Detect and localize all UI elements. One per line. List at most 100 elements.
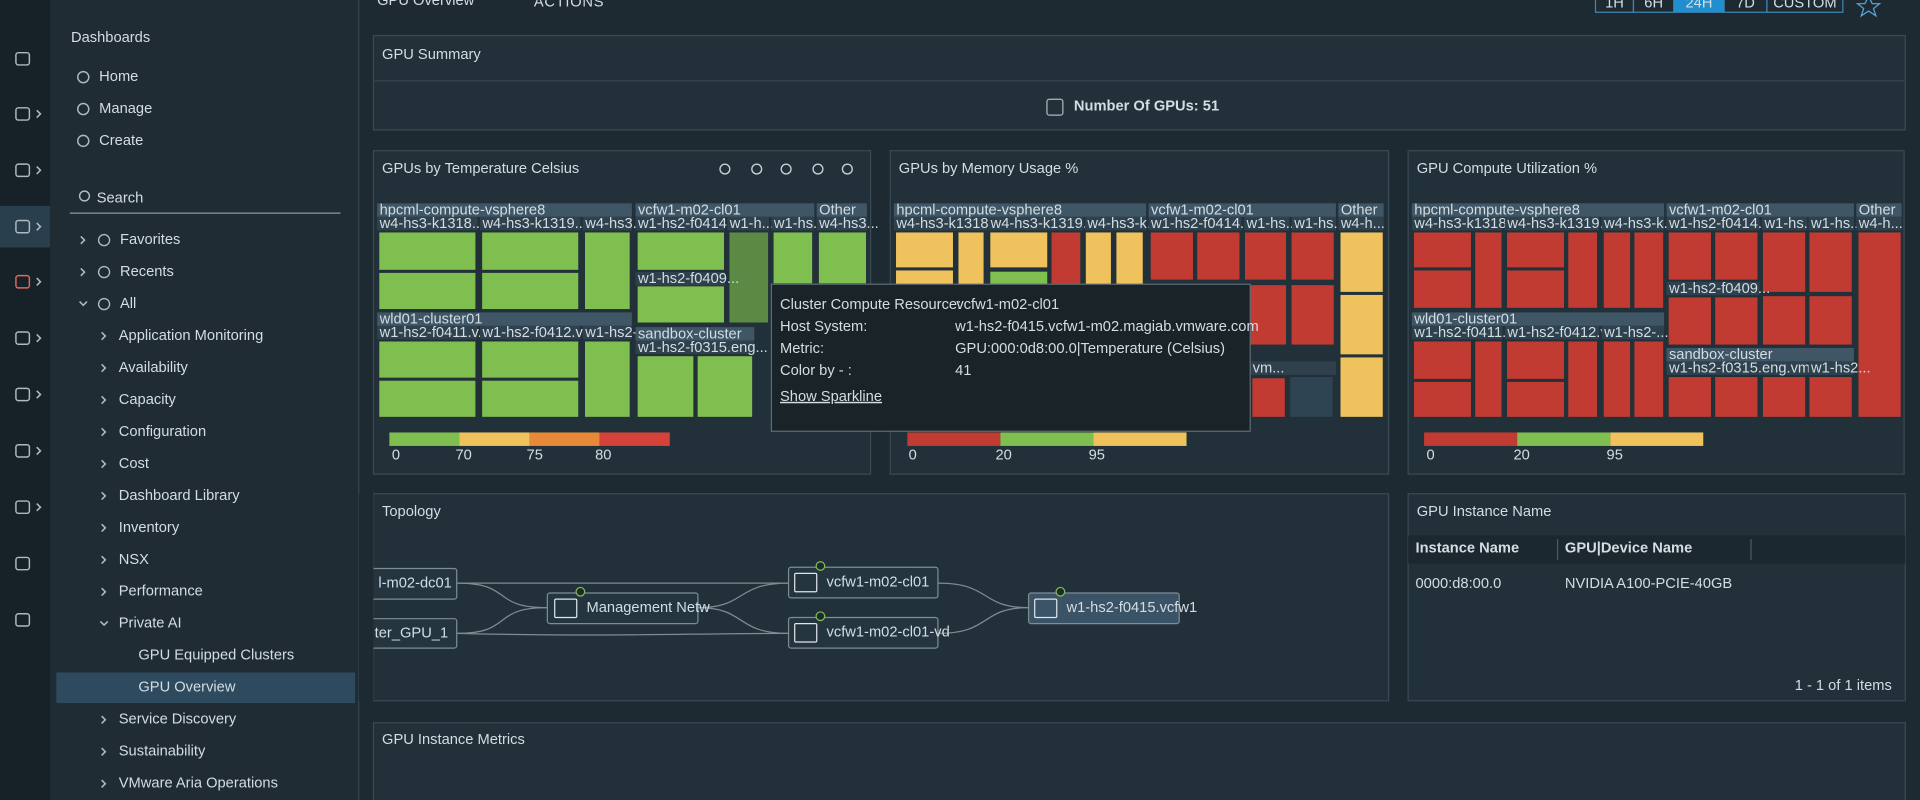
treemap-cell <box>1250 376 1287 419</box>
topology-node-label[interactable]: Management Netw <box>587 600 711 616</box>
treemap-cell <box>480 339 581 380</box>
chevron <box>101 395 107 405</box>
tree-item[interactable]: Dashboard Library <box>119 488 240 504</box>
rail-icon[interactable] <box>15 274 31 289</box>
toolbar-icon[interactable] <box>751 163 763 175</box>
tooltip-value[interactable]: GPU:000:0d8:00.0|Temperature (Celsius) <box>955 341 1225 357</box>
tree-item[interactable]: All <box>120 296 136 312</box>
topology-node-label[interactable]: vcfw1-m02-cl01-vd <box>827 625 950 641</box>
treemap-node-label: w1-hs2-f0409... <box>1668 281 1770 297</box>
toolbar-icon[interactable] <box>812 163 824 175</box>
chevron <box>36 222 42 231</box>
tree-item[interactable]: Recents <box>120 264 174 280</box>
tooltip <box>770 283 1251 432</box>
panel-clip <box>358 493 374 701</box>
treemap-label-band <box>1856 216 1902 231</box>
treemap-node-label: w1-hs2-... <box>584 325 649 341</box>
topology-node-label[interactable]: w1-hs2-f0415.vcfw1 <box>1066 600 1198 616</box>
toolbar-icon[interactable] <box>780 163 792 175</box>
treemap-cell <box>817 230 868 286</box>
topology-node-label[interactable]: ter_GPU_1 <box>375 625 448 641</box>
range-label[interactable]: 6H <box>1644 0 1663 12</box>
rail-icon[interactable] <box>15 613 31 627</box>
tree-item[interactable]: Sustainability <box>119 744 206 760</box>
chevron <box>101 459 107 469</box>
tree-item[interactable]: GPU Equipped Clusters <box>138 648 294 664</box>
treemap-label-band <box>1601 325 1665 340</box>
tree-item[interactable]: Performance <box>119 584 203 600</box>
treemap-cell <box>1505 380 1566 419</box>
nav-item[interactable]: Create <box>99 133 143 149</box>
tree-item[interactable]: VMware Aria Operations <box>119 776 278 792</box>
rail-icon[interactable] <box>15 51 31 66</box>
tree-item[interactable]: Configuration <box>119 424 206 440</box>
rail-icon[interactable] <box>15 556 31 571</box>
panel-title: GPU Compute Utilization % <box>1417 161 1597 177</box>
rail-icon[interactable] <box>15 219 31 234</box>
chevron <box>36 166 42 175</box>
tree-item[interactable]: Application Monitoring <box>119 328 263 344</box>
rail-icon[interactable] <box>15 387 31 402</box>
tree-item[interactable]: GPU Overview <box>138 680 235 696</box>
tree-item[interactable]: Capacity <box>119 392 177 408</box>
range-label[interactable]: 24H <box>1686 0 1713 12</box>
legend-swatch <box>529 432 600 446</box>
search-placeholder[interactable]: Search <box>97 190 144 206</box>
tree-item[interactable]: Service Discovery <box>119 712 237 728</box>
topology-node[interactable] <box>1027 592 1180 625</box>
treemap-cell <box>1412 268 1473 310</box>
legend-tick: 95 <box>1089 448 1105 464</box>
topology-node-label[interactable]: vcfw1-m02-cl01 <box>827 574 930 590</box>
page-title: GPU Overview <box>377 0 474 9</box>
table-header <box>1408 535 1906 564</box>
rail-icon[interactable] <box>15 163 31 178</box>
tree-item[interactable]: Inventory <box>119 520 180 536</box>
topology-node[interactable] <box>787 616 939 649</box>
column-header: Instance Name <box>1416 541 1520 557</box>
tree-item[interactable]: NSX <box>119 552 149 568</box>
treemap-cell <box>1761 375 1808 419</box>
node-status <box>815 611 826 622</box>
topology-node[interactable] <box>787 566 939 599</box>
rail-icon[interactable] <box>15 443 31 458</box>
legend-tick: 0 <box>392 448 400 464</box>
tree-item[interactable]: Cost <box>119 456 149 472</box>
treemap-node-label: w1-hs2... <box>1810 361 1871 377</box>
toolbar-icon[interactable] <box>719 163 731 175</box>
range-label[interactable]: CUSTOM <box>1773 0 1836 12</box>
nav-item[interactable]: Home <box>99 69 138 85</box>
chevron <box>36 109 42 119</box>
treemap-group-label: hpcml-compute-vsphere8 <box>896 203 1062 219</box>
tooltip-value[interactable]: vcfw1-m02-cl01 <box>956 297 1059 313</box>
legend-swatch <box>1093 432 1187 446</box>
legend-tick: 95 <box>1607 448 1623 464</box>
treemap-node-label: w1-hs2-f0315.eng.vm... <box>1668 361 1822 377</box>
nav-item[interactable]: Manage <box>99 101 152 117</box>
tree-item[interactable]: Availability <box>119 360 189 376</box>
treemap-label-band <box>1808 216 1854 231</box>
tooltip-value[interactable]: w1-hs2-f0415.vcfw1-m02.magiab.vmware.com <box>954 319 1259 335</box>
topology-node[interactable] <box>546 592 699 625</box>
treemap-label-band <box>988 216 1084 231</box>
treemap-cell <box>377 271 478 311</box>
treemap-cell <box>1338 293 1385 357</box>
treemap-node-label: w4-hs3-k... <box>1603 216 1676 232</box>
rail-icon[interactable] <box>15 107 31 121</box>
panel-title: GPU Instance Metrics <box>382 732 525 748</box>
rail-active <box>0 205 51 248</box>
tooltip-link[interactable]: Show Sparkline <box>780 389 882 405</box>
range-label[interactable]: 1H <box>1605 0 1624 12</box>
tree-icon <box>97 297 111 311</box>
rail-icon[interactable] <box>15 500 31 515</box>
actions-menu[interactable]: ACTIONS <box>534 0 604 10</box>
favorite-star[interactable] <box>1855 0 1882 18</box>
rail-icon[interactable] <box>15 331 31 345</box>
topology-node-label[interactable]: l-m02-dc01 <box>378 576 451 592</box>
treemap-cell <box>771 230 814 286</box>
tree-item[interactable]: Private AI <box>119 616 182 632</box>
treemap-label-band <box>635 203 815 217</box>
treemap-cell <box>1049 230 1083 287</box>
range-label[interactable]: 7D <box>1736 0 1755 12</box>
toolbar-icon[interactable] <box>841 163 853 175</box>
tree-item[interactable]: Favorites <box>120 232 180 248</box>
